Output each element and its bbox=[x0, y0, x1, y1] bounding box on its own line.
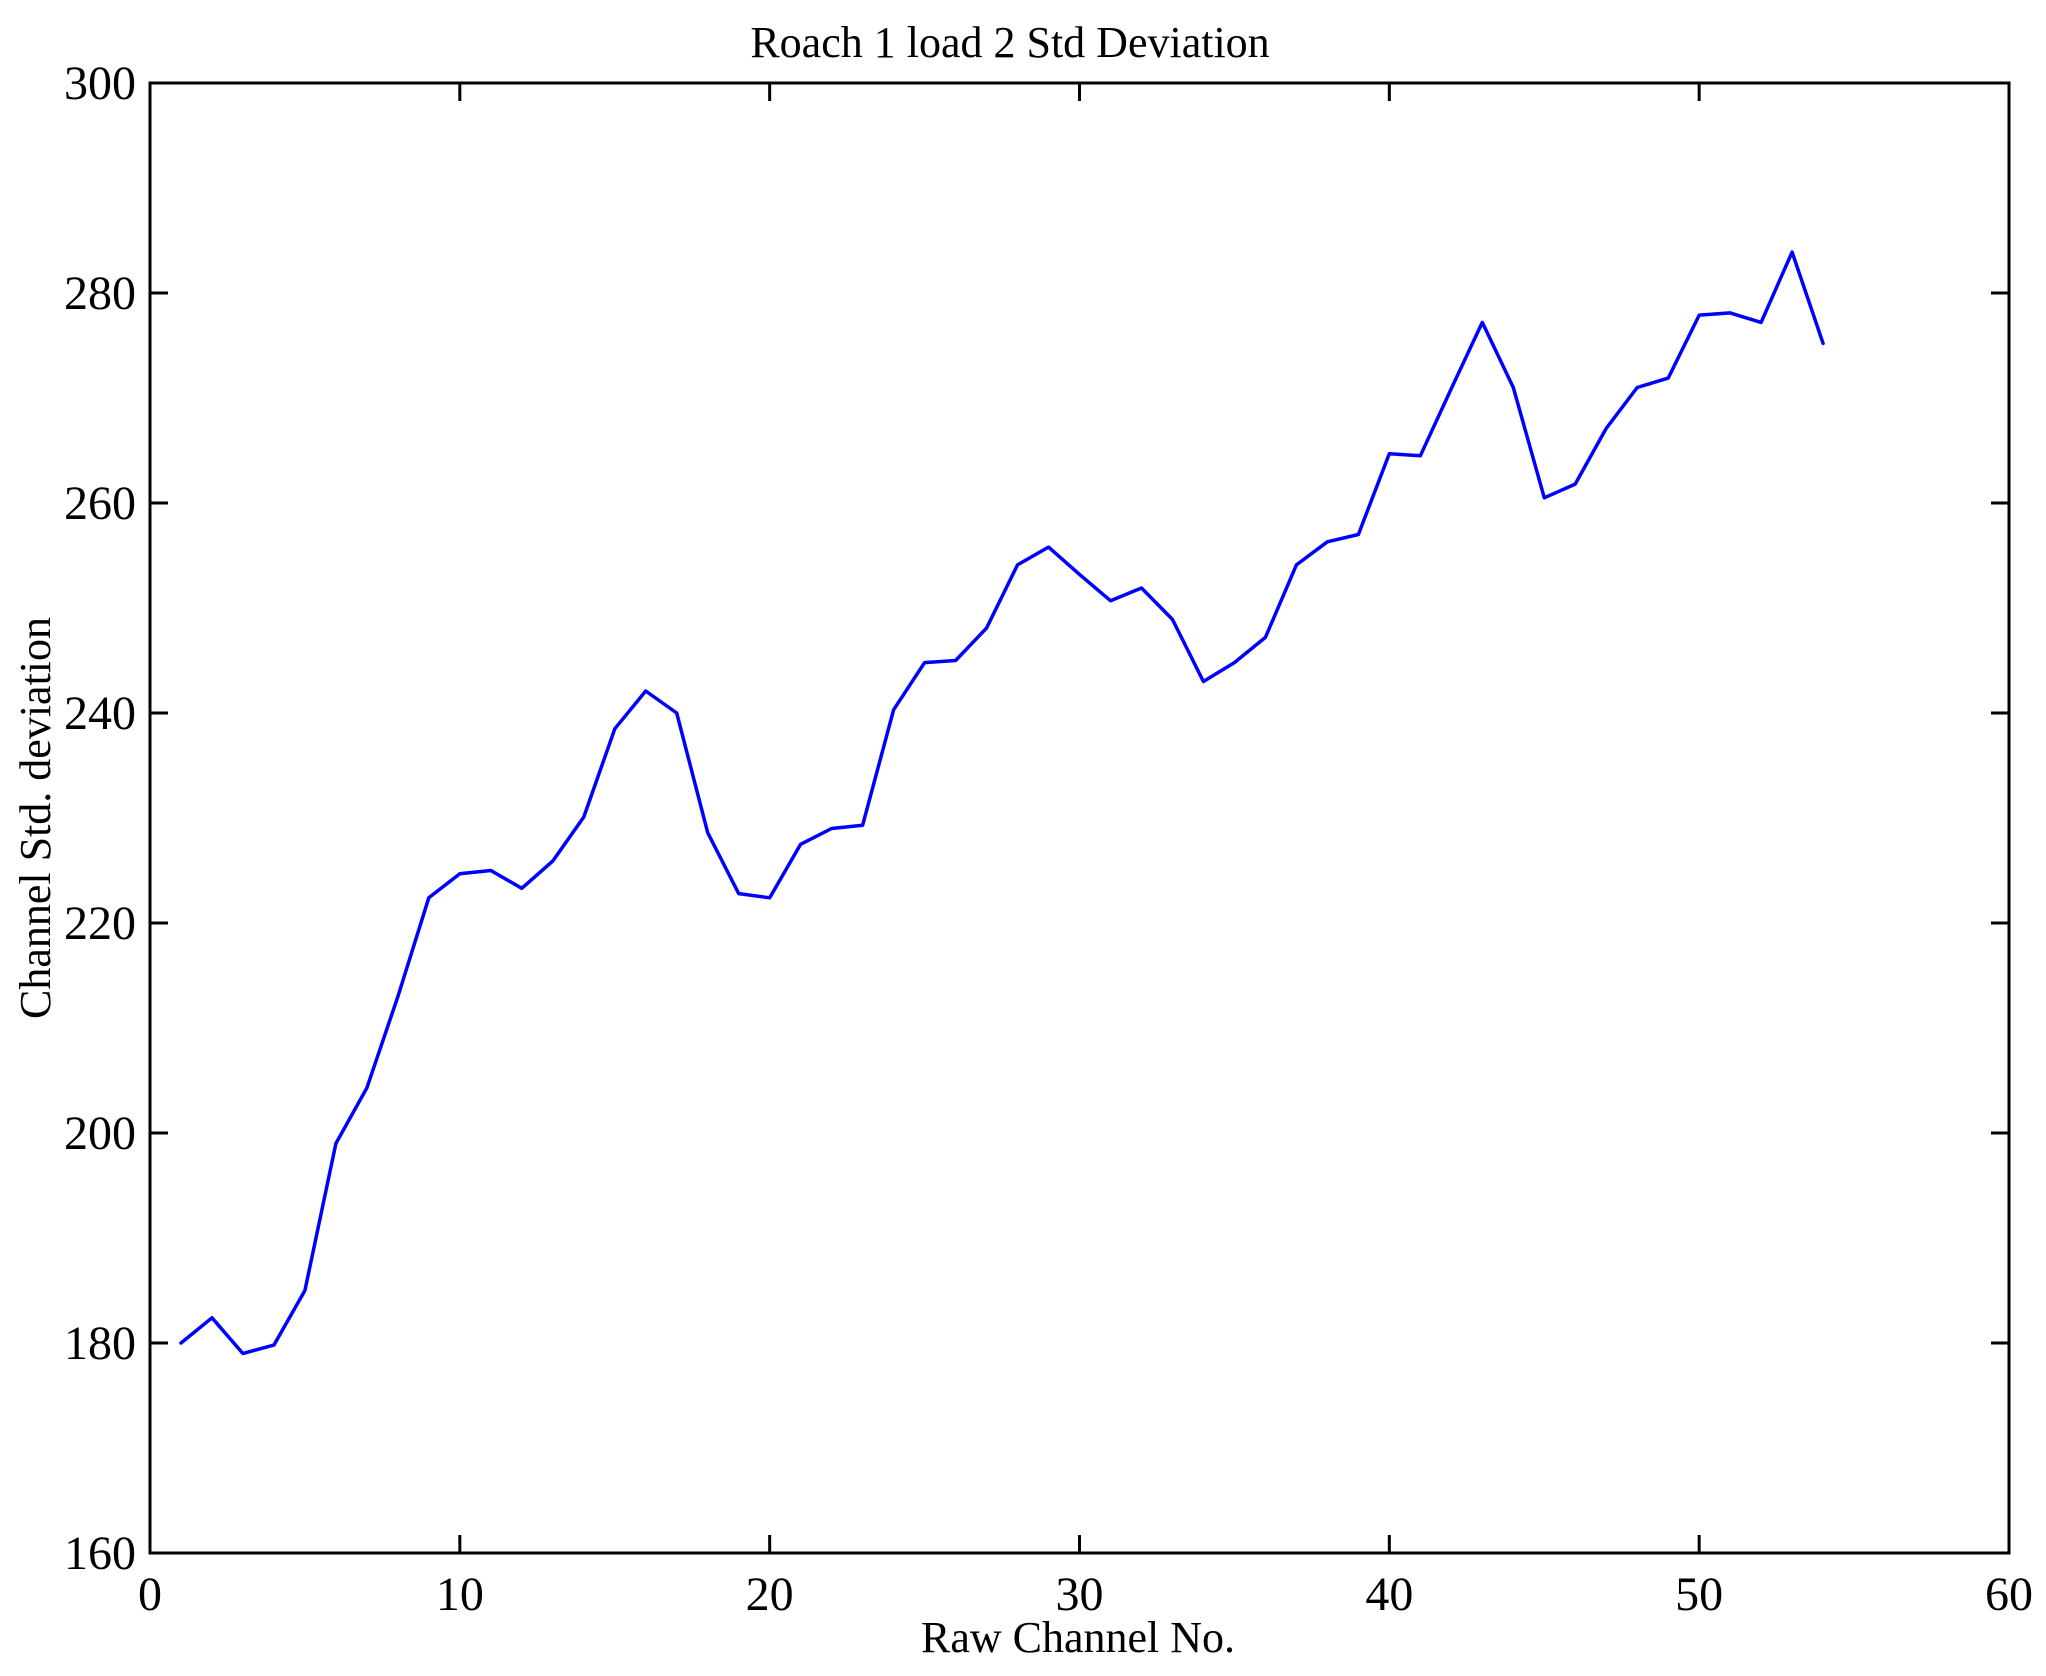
y-tick-label: 180 bbox=[64, 1317, 136, 1370]
x-tick-label: 40 bbox=[1365, 1568, 1413, 1621]
y-axis-label: Channel Std. deviation bbox=[11, 617, 60, 1019]
x-tick-label: 0 bbox=[138, 1568, 162, 1621]
y-tick-label: 240 bbox=[64, 687, 136, 740]
y-tick-label: 300 bbox=[64, 57, 136, 110]
y-tick-label: 160 bbox=[64, 1527, 136, 1580]
x-tick-label: 30 bbox=[1056, 1568, 1104, 1621]
y-tick-label: 220 bbox=[64, 897, 136, 950]
y-tick-label: 200 bbox=[64, 1107, 136, 1160]
data-line bbox=[179, 250, 1825, 1356]
y-tick-label: 280 bbox=[64, 267, 136, 320]
x-tick-label: 10 bbox=[436, 1568, 484, 1621]
x-tick-label: 20 bbox=[746, 1568, 794, 1621]
plot-box bbox=[148, 81, 2011, 1555]
chart-title: Roach 1 load 2 Std Deviation bbox=[750, 18, 1269, 67]
x-axis-label: Raw Channel No. bbox=[921, 1613, 1235, 1662]
x-tick-label: 50 bbox=[1675, 1568, 1723, 1621]
y-tick-label: 260 bbox=[64, 477, 136, 530]
plot-area: 0 10 20 30 40 50 60 160 180 200 220 240 260 280 300 bbox=[64, 57, 2033, 1621]
x-tick-label: 60 bbox=[1985, 1568, 2033, 1621]
